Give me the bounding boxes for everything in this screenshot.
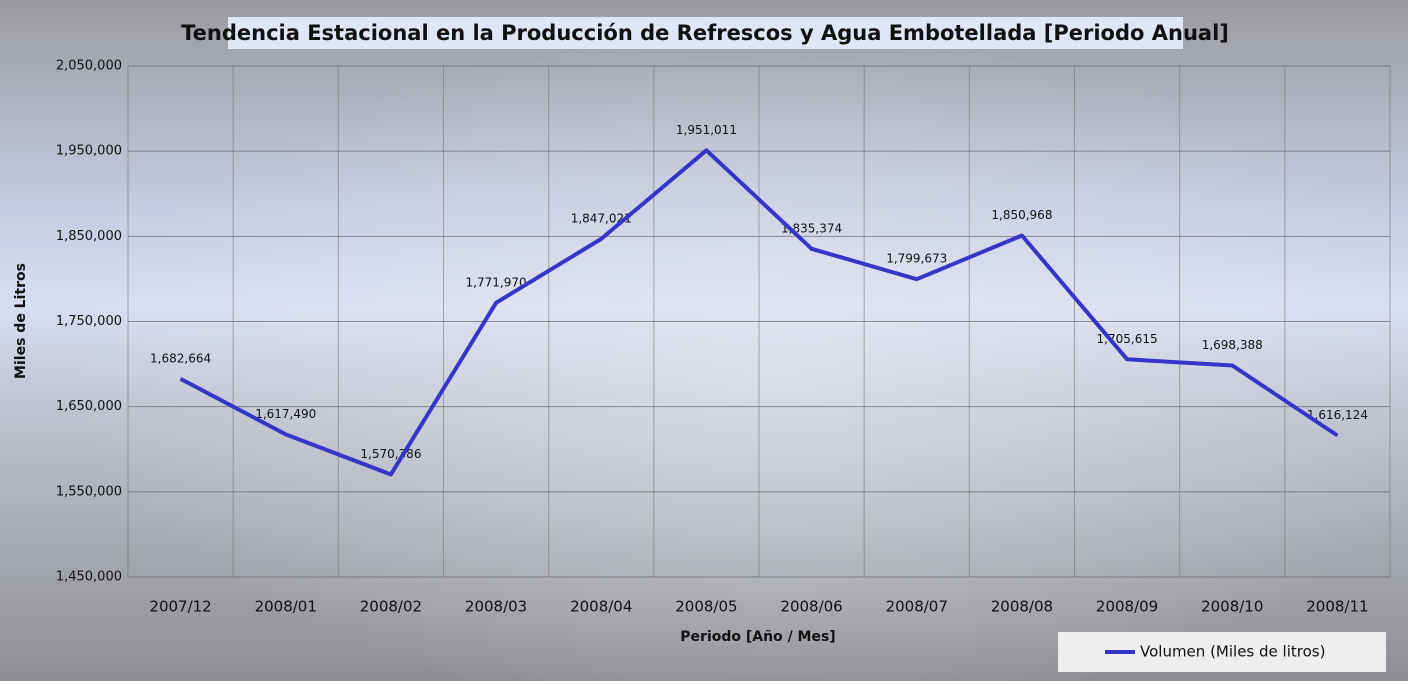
y-tick-label: 1,650,000 <box>56 399 122 414</box>
x-tick-label: 2008/09 <box>1096 598 1158 616</box>
value-label: 1,951,011 <box>676 123 737 137</box>
x-tick-label: 2008/07 <box>886 598 948 616</box>
value-label: 1,771,970 <box>466 275 527 289</box>
value-label: 1,698,388 <box>1202 338 1263 352</box>
x-axis-title: Periodo [Año / Mes] <box>680 629 835 645</box>
x-tick-label: 2008/10 <box>1201 598 1263 616</box>
value-label: 1,799,673 <box>886 252 947 266</box>
value-label: 1,847,021 <box>571 211 632 225</box>
title-box <box>228 17 1183 49</box>
value-label: 1,850,968 <box>991 208 1052 222</box>
value-label: 1,570,386 <box>360 447 421 461</box>
value-label: 1,616,124 <box>1307 408 1368 422</box>
chart-title: Tendencia Estacional en la Producción de… <box>181 21 1229 45</box>
value-label: 1,682,664 <box>150 351 211 365</box>
x-tick-label: 2007/12 <box>149 598 211 616</box>
value-label: 1,617,490 <box>255 407 316 421</box>
series-line <box>179 148 1339 477</box>
x-tick-label: 2008/06 <box>780 598 842 616</box>
y-tick-label: 1,550,000 <box>56 484 122 499</box>
legend-label: Volumen (Miles de litros) <box>1140 643 1325 661</box>
y-tick-label: 1,950,000 <box>56 144 122 159</box>
x-tick-label: 2008/08 <box>991 598 1053 616</box>
x-tick-label: 2008/04 <box>570 598 632 616</box>
x-tick-label: 2008/11 <box>1306 598 1368 616</box>
x-tick-label: 2008/03 <box>465 598 527 616</box>
y-tick-label: 1,750,000 <box>56 314 122 329</box>
y-tick-label: 2,050,000 <box>56 59 122 74</box>
y-tick-label: 1,450,000 <box>56 570 122 585</box>
y-axis-title: Miles de Litros <box>13 263 29 379</box>
x-tick-label: 2008/01 <box>255 598 317 616</box>
x-tick-label: 2008/02 <box>360 598 422 616</box>
x-tick-label: 2008/05 <box>675 598 737 616</box>
y-tick-label: 1,850,000 <box>56 229 122 244</box>
